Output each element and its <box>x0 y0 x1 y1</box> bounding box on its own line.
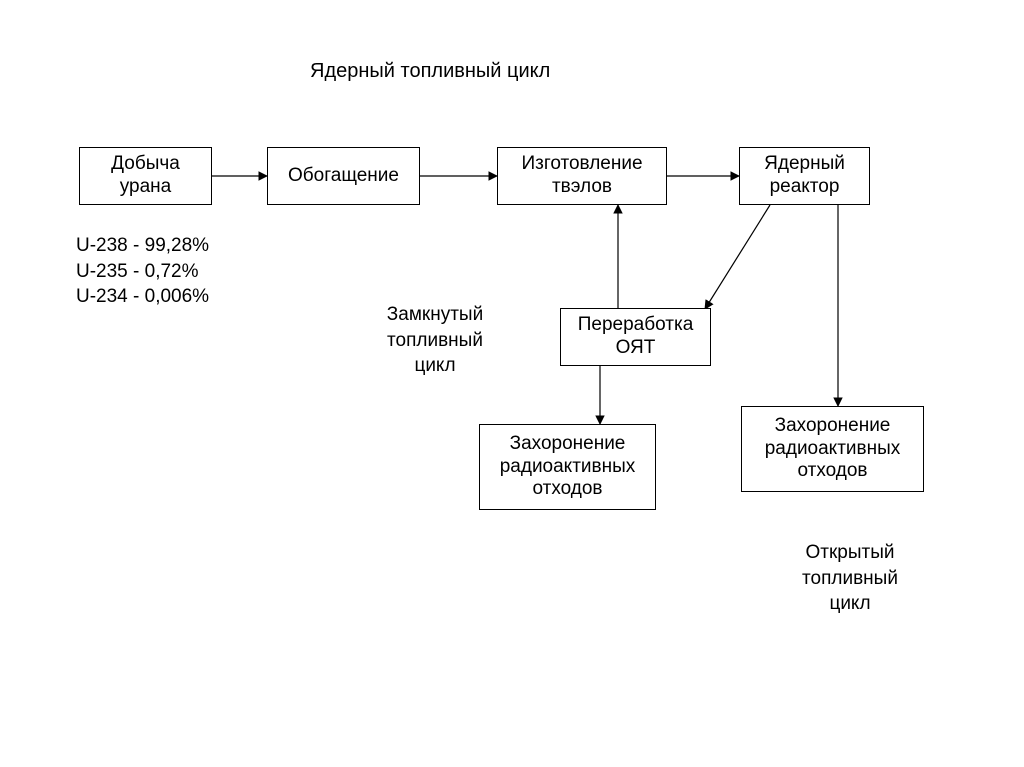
edge-reactor-reprocess <box>705 205 770 309</box>
node-fuel: Изготовлениетвэлов <box>497 147 667 205</box>
node-reprocess: ПереработкаОЯТ <box>560 308 711 366</box>
node-enrichment: Обогащение <box>267 147 420 205</box>
node-disposal2: Захоронениерадиоактивныхотходов <box>741 406 924 492</box>
node-label: ПереработкаОЯТ <box>578 314 694 360</box>
node-label: Добычаурана <box>111 153 180 199</box>
edges-layer <box>0 0 1024 767</box>
node-label: Ядерныйреактор <box>764 153 845 199</box>
node-label: Захоронениерадиоактивныхотходов <box>765 415 901 483</box>
node-disposal1: Захоронениерадиоактивныхотходов <box>479 424 656 510</box>
node-label: Изготовлениетвэлов <box>521 153 642 199</box>
diagram-title: Ядерный топливный цикл <box>310 60 550 83</box>
node-reactor: Ядерныйреактор <box>739 147 870 205</box>
text-closed-cycle: Замкнутыйтопливныйцикл <box>350 302 520 379</box>
text-isotopes: U-238 - 99,28%U-235 - 0,72%U-234 - 0,006… <box>76 233 209 310</box>
text-open-cycle: Открытыйтопливныйцикл <box>770 540 930 617</box>
node-mining: Добычаурана <box>79 147 212 205</box>
diagram-canvas: Ядерный топливный цикл Добычаурана Обога… <box>0 0 1024 767</box>
node-label: Обогащение <box>288 165 399 188</box>
node-label: Захоронениерадиоактивныхотходов <box>500 433 636 501</box>
